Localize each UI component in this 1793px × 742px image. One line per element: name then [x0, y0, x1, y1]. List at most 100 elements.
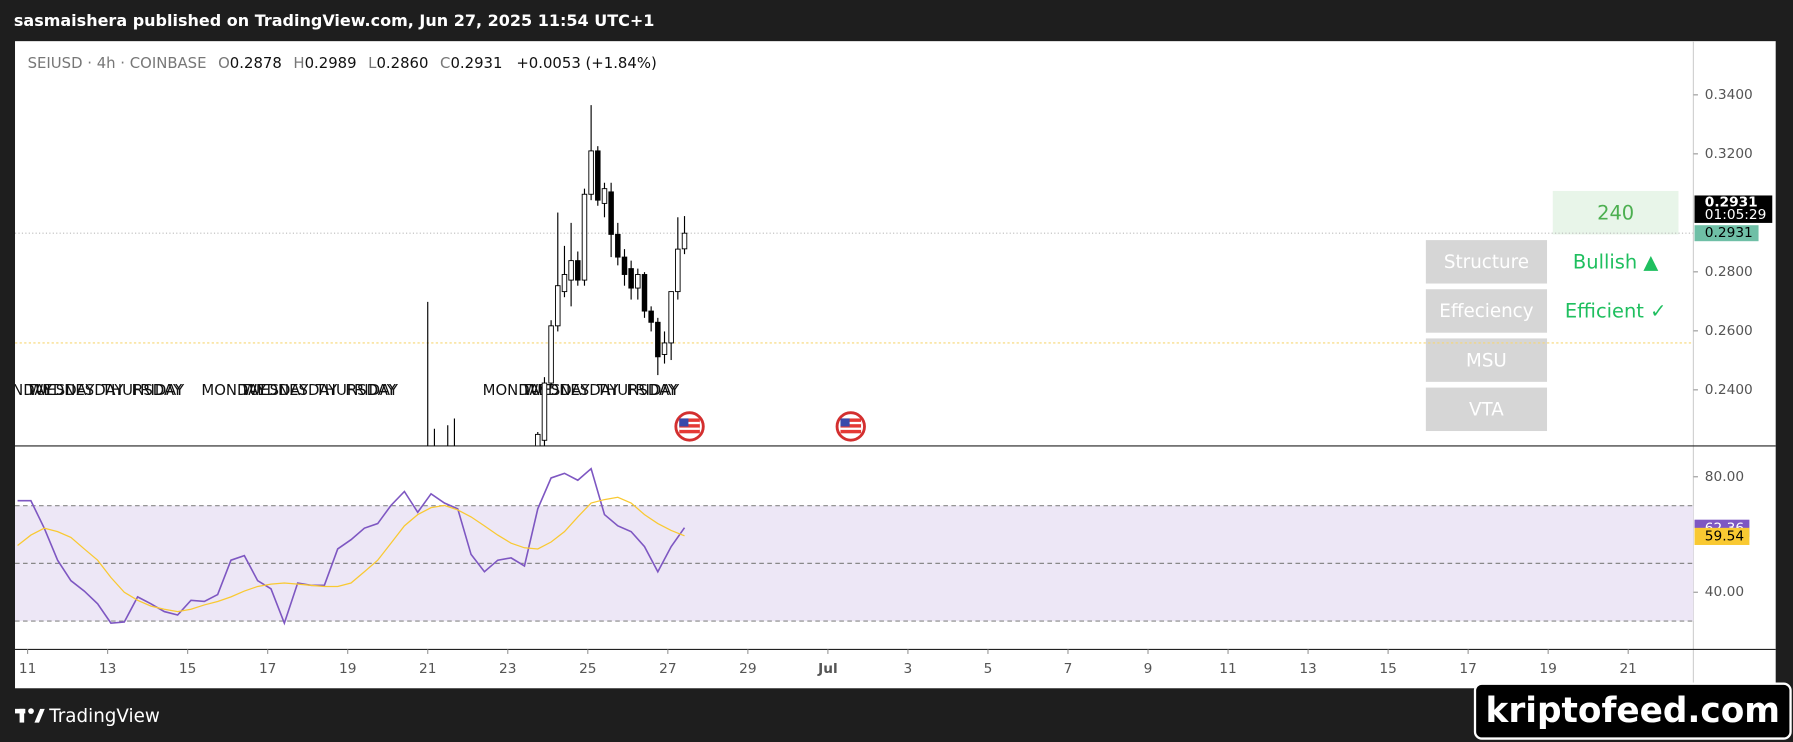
price-tag: 0.2931: [1705, 194, 1758, 210]
open-value: 0.2878: [230, 54, 282, 72]
price-tag: 0.2931: [1705, 225, 1753, 241]
status-text: Efficient ✓: [1565, 300, 1666, 323]
high-label: H: [293, 54, 304, 72]
candle-body: [615, 233, 621, 258]
brand: TradingView: [48, 706, 160, 727]
x-tick-label: 25: [579, 661, 596, 677]
label-text: MSU: [1466, 350, 1507, 371]
candle-body: [588, 150, 594, 195]
x-tick-label: 13: [1299, 661, 1316, 677]
event-flag[interactable]: [835, 411, 866, 442]
y-tick-label: 0.2400: [1705, 382, 1753, 398]
status-text: Bullish ▲: [1573, 250, 1658, 273]
candle-body: [635, 274, 641, 289]
low-label: L: [368, 54, 377, 72]
label-cell: [1425, 240, 1548, 284]
candle-body: [568, 260, 574, 281]
change: +0.0053 (+1.84%): [516, 54, 656, 72]
y-tick-label: 0.3400: [1705, 87, 1753, 103]
label-cell: [1425, 338, 1548, 382]
candle-body: [668, 291, 674, 344]
series-line: [17, 467, 686, 626]
x-tick-label: 9: [1144, 661, 1153, 677]
series-line: [17, 496, 685, 613]
weekday-label: WEDNESDAY: [29, 381, 125, 399]
candle-body: [661, 342, 668, 355]
x-tick-label: 15: [1379, 661, 1396, 677]
candle-body: [535, 433, 541, 446]
price-tag-box: [1694, 225, 1759, 242]
low-value: 0.2860: [376, 54, 428, 72]
candle-body: [541, 382, 548, 441]
x-tick-label: 21: [1619, 661, 1636, 677]
x-tick-label: 7: [1064, 661, 1073, 677]
label-text: Structure: [1444, 252, 1529, 273]
candle-body: [628, 268, 634, 289]
x-tick-label: 29: [739, 661, 756, 677]
candle-body: [655, 321, 661, 358]
y-tick-label: 0.2600: [1705, 323, 1753, 339]
weekday-label: WEDNESDAY: [524, 381, 620, 399]
x-tick-label: 13: [99, 661, 116, 677]
weekday-label: MONDAY: [201, 381, 267, 399]
label-cell: [1425, 289, 1548, 333]
x-tick-label: 17: [1459, 661, 1476, 677]
x-tick-label: 19: [339, 661, 356, 677]
weekday-label: TUESDAY: [520, 381, 590, 399]
publisher: sasmaishera published on TradingView.com…: [14, 11, 655, 30]
value-tag: 59.54: [1705, 528, 1744, 544]
weekday-label: FRIDAY: [627, 381, 680, 399]
label-text: Effeciency: [1439, 301, 1533, 322]
x-tick-label: 15: [179, 661, 196, 677]
weekday-label: MONDAY: [483, 381, 549, 399]
rsi-pane: [17, 467, 686, 626]
x-tick-label: 11: [1219, 661, 1236, 677]
candle-body: [575, 260, 581, 281]
indicator-table: Structure Bullish ▲ Effeciency Efficient ✓ M…: [1425, 240, 1666, 432]
x-tick-label: 5: [984, 661, 993, 677]
candle-body: [681, 232, 688, 250]
price-pane: MONDAYTUESDAYWEDNESDAYTHURSDAYFRIDAYMOND…: [0, 105, 1694, 446]
timeframe-box: [1552, 190, 1679, 235]
weekday-label: MONDAY: [0, 381, 53, 399]
candle-body: [621, 256, 628, 275]
watermark-box: [1473, 682, 1792, 740]
candle-body: [581, 193, 588, 281]
x-tick-label: 19: [1539, 661, 1556, 677]
candle-body: [608, 191, 614, 235]
candle-body: [648, 310, 654, 323]
close-label: C: [440, 54, 450, 72]
x-tick-label: Jul: [817, 661, 838, 677]
brand-logo: [15, 708, 45, 723]
timeframe: 240: [1597, 201, 1634, 224]
weekday-label: TUESDAY: [239, 381, 309, 399]
y-tick-label: 0.3200: [1705, 146, 1753, 162]
band-fill: [15, 505, 1694, 622]
candle-body: [555, 285, 561, 327]
weekday-label: WEDNESDAY: [243, 381, 339, 399]
chart-legend: SEIUSD · 4h · COINBASE O0.2878 H0.2989 L…: [28, 54, 657, 72]
symbol: SEIUSD · 4h · COINBASE: [28, 54, 207, 72]
candle-body: [595, 150, 601, 201]
open-label: O: [218, 54, 230, 72]
y-tick-label: 0.2800: [1705, 264, 1753, 280]
x-tick-label: 21: [419, 661, 436, 677]
candle-body: [548, 325, 554, 384]
label-text: VTA: [1469, 399, 1504, 420]
countdown: 01:05:29: [1705, 207, 1767, 223]
weekday-label: THURSDAY: [101, 381, 183, 399]
x-tick-label: 11: [19, 661, 36, 677]
weekday-label: FRIDAY: [345, 381, 398, 399]
weekday-label: TUESDAY: [25, 381, 95, 399]
candle-body: [561, 274, 568, 293]
high-value: 0.2989: [305, 54, 357, 72]
x-tick-label: 27: [659, 661, 676, 677]
event-flag[interactable]: [674, 411, 705, 442]
price-tag-box: [1694, 195, 1773, 223]
weekday-label: THURSDAY: [596, 381, 678, 399]
label-cell: [1425, 387, 1548, 432]
watermark: kriptofeed.com: [1486, 691, 1781, 731]
weekday-label: THURSDAY: [315, 381, 397, 399]
